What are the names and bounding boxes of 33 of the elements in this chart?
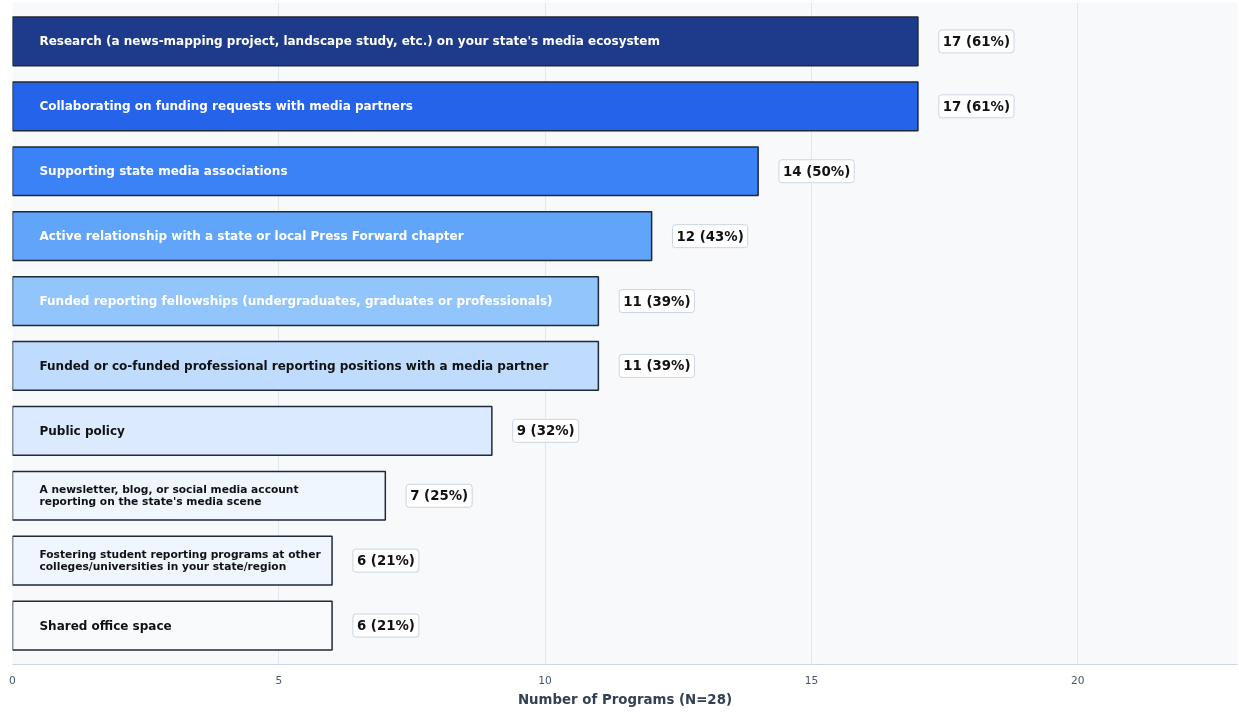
data-label: 6 (21%) <box>356 553 415 569</box>
bar <box>12 146 759 197</box>
x-tick-label: 20 <box>1070 673 1085 687</box>
bar <box>12 16 919 67</box>
x-tick-label: 15 <box>804 673 819 687</box>
bar <box>12 211 653 262</box>
data-label: 11 (39%) <box>623 293 691 309</box>
y-tick-label: Shared office space <box>39 618 172 633</box>
x-tick-label: 10 <box>538 673 553 687</box>
y-tick-label: A newsletter, blog, or social media account reporting on the state's media scene <box>39 483 299 509</box>
y-tick-label: Active relationship with a state or local Press Forward chapter <box>39 229 464 244</box>
y-tick-label: Public policy <box>39 423 126 438</box>
data-label: 12 (43%) <box>676 228 744 244</box>
x-tick-label: 5 <box>275 673 283 687</box>
bar <box>12 405 493 456</box>
data-label: 6 (21%) <box>356 618 415 634</box>
bar <box>12 275 600 327</box>
y-tick-label: Fostering student reporting programs at other colleges/universities in your state/region <box>39 548 322 574</box>
data-label: 11 (39%) <box>623 358 691 374</box>
data-label: 14 (50%) <box>782 163 851 179</box>
bar <box>12 340 600 392</box>
x-tick-label: 0 <box>9 673 17 687</box>
y-tick-label: Research (a news-mapping project, landscape study, etc.) on your state's media ecosystem <box>39 34 660 49</box>
data-label: 9 (32%) <box>516 423 575 439</box>
y-tick-label: Collaborating on funding requests with media partners <box>39 99 414 114</box>
y-tick-label: Funded or co-funded professional reporting positions with a media partner <box>39 358 549 373</box>
data-label: 17 (61%) <box>942 33 1011 49</box>
data-label: 17 (61%) <box>942 98 1011 114</box>
y-tick-label: Funded reporting fellowships (undergraduates, graduates or professionals) <box>39 294 553 309</box>
bar <box>12 81 919 132</box>
data-label: 7 (25%) <box>410 488 469 504</box>
x-axis-title: Number of Programs (N=28) <box>517 691 733 707</box>
y-tick-label: Supporting state media associations <box>39 164 288 179</box>
